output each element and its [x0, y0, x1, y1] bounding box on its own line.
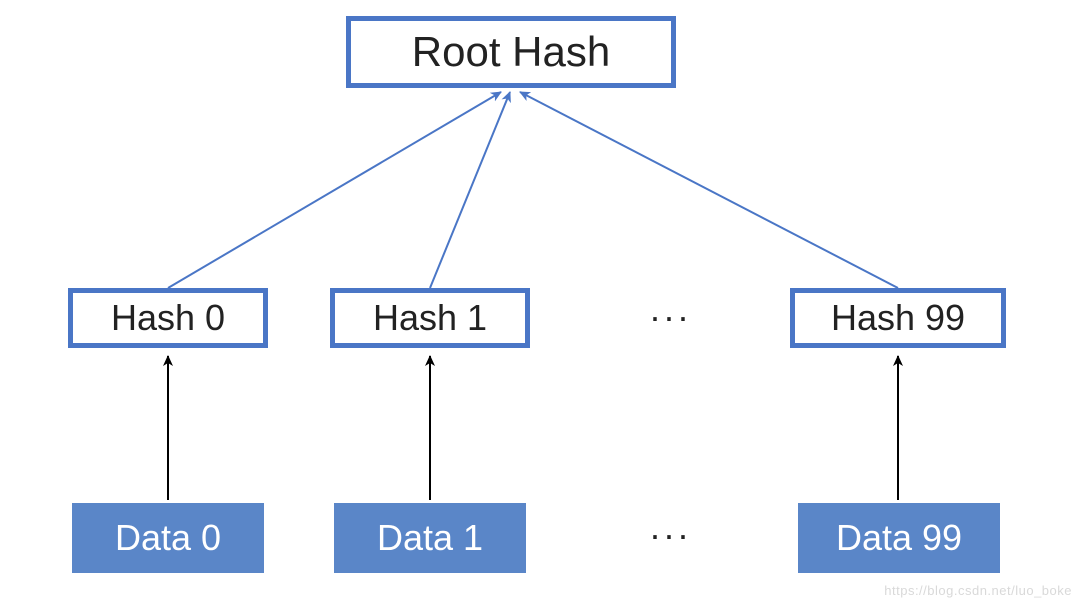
hash-node-99: Hash 99: [790, 288, 1006, 348]
data-node-0: Data 0: [72, 503, 264, 573]
data-node-1-label: Data 1: [377, 517, 483, 559]
hash-node-1: Hash 1: [330, 288, 530, 348]
hash-node-1-label: Hash 1: [373, 297, 487, 339]
data-node-99-label: Data 99: [836, 517, 962, 559]
ellipsis-data-row: ···: [620, 510, 720, 560]
data-node-0-label: Data 0: [115, 517, 221, 559]
hash-node-99-label: Hash 99: [831, 297, 965, 339]
hash-node-0: Hash 0: [68, 288, 268, 348]
ellipsis-data-text: ···: [649, 514, 691, 556]
edges-to-hash: [168, 356, 898, 500]
root-hash-label: Root Hash: [412, 28, 610, 76]
root-hash-node: Root Hash: [346, 16, 676, 88]
data-node-99: Data 99: [798, 503, 1000, 573]
edges-to-root: [168, 92, 898, 288]
data-node-1: Data 1: [334, 503, 526, 573]
ellipsis-hash-row: ···: [620, 292, 720, 342]
hash-node-0-label: Hash 0: [111, 297, 225, 339]
watermark-text: https://blog.csdn.net/luo_boke: [884, 583, 1072, 598]
ellipsis-hash-text: ···: [649, 296, 691, 338]
